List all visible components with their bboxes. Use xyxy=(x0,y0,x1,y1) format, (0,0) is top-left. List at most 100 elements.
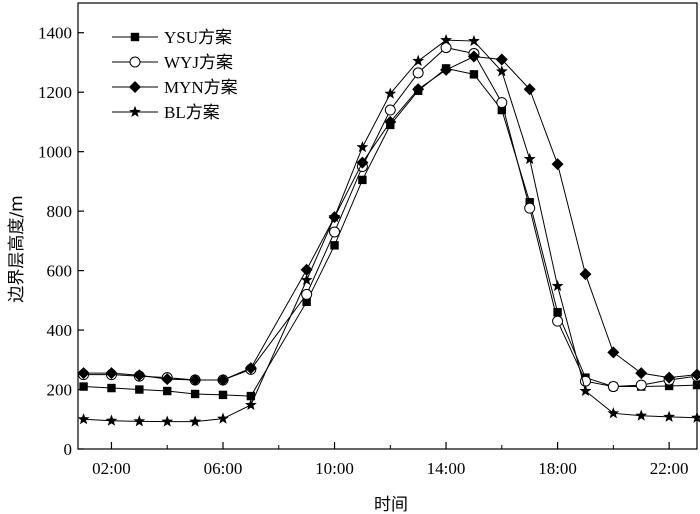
data-point-circle xyxy=(384,104,396,116)
data-point-diamond xyxy=(607,346,620,359)
data-point-circle xyxy=(496,97,508,109)
data-point-star xyxy=(551,279,564,292)
data-point-square xyxy=(246,391,256,401)
series-line xyxy=(83,56,698,381)
data-point-square xyxy=(135,385,144,394)
data-point-star xyxy=(691,411,700,423)
data-point-square xyxy=(163,386,172,396)
data-point-star xyxy=(300,273,313,286)
data-point-star xyxy=(77,413,90,425)
data-point-square xyxy=(692,380,700,390)
data-point-diamond xyxy=(244,362,257,375)
series-line xyxy=(83,47,698,388)
data-point-star xyxy=(384,87,397,99)
data-point-circle xyxy=(329,226,341,238)
data-point-star xyxy=(663,410,676,422)
data-point-diamond xyxy=(356,156,369,169)
data-point-star xyxy=(217,412,229,424)
data-point-circle xyxy=(607,381,619,393)
data-point-circle xyxy=(301,288,313,300)
y-tick-label: 600 xyxy=(47,262,73,281)
data-point-circle xyxy=(412,67,424,79)
plot-area-border xyxy=(77,2,698,450)
x-tick-label: 22:00 xyxy=(650,459,689,478)
data-point-square xyxy=(358,175,367,185)
y-tick-label: 0 xyxy=(64,440,73,459)
data-point-star xyxy=(244,398,257,411)
legend-label: WYJ方案 xyxy=(164,53,233,72)
data-point-square xyxy=(469,70,479,79)
data-point-square xyxy=(79,382,88,391)
x-tick-label: 02:00 xyxy=(92,459,131,478)
y-tick-label: 1200 xyxy=(38,83,72,102)
legend: YSU方案 WYJ方案 MYN方案 BL方案 xyxy=(112,28,238,122)
data-point-circle xyxy=(552,315,564,327)
data-point-diamond xyxy=(133,369,146,382)
data-point-diamond xyxy=(77,367,90,380)
plot-frame xyxy=(77,2,698,450)
data-point-square xyxy=(302,297,311,307)
data-point-square xyxy=(525,198,534,207)
y-tick-label: 1000 xyxy=(38,143,72,162)
data-point-diamond xyxy=(161,373,174,386)
data-point-star xyxy=(356,141,369,153)
data-point-diamond xyxy=(495,53,508,66)
data-point-square xyxy=(553,308,562,317)
data-point-square xyxy=(664,381,674,391)
data-point-diamond xyxy=(523,83,536,96)
data-point-square xyxy=(497,105,507,115)
series-group xyxy=(77,33,700,427)
data-point-star xyxy=(161,415,174,427)
data-point-diamond xyxy=(663,371,676,384)
data-point-star xyxy=(440,33,452,46)
data-point-diamond xyxy=(384,115,397,128)
legend-label: BL方案 xyxy=(164,103,220,122)
data-point-diamond xyxy=(412,83,425,96)
data-point-star xyxy=(579,384,592,397)
x-tick-label: 18:00 xyxy=(538,459,577,478)
legend-marker-square xyxy=(130,32,140,42)
legend-label: MYN方案 xyxy=(164,78,238,97)
axis-ticks: 0 200 400 600 800 1000 1200 1400 02:00 06:00 10:00… xyxy=(38,24,688,478)
data-point-square xyxy=(107,383,116,393)
data-point-diamond xyxy=(691,368,700,381)
series-line xyxy=(83,67,698,397)
legend-marker-circle xyxy=(129,56,141,68)
data-point-square xyxy=(190,389,200,399)
data-point-square xyxy=(218,390,228,400)
series-4 xyxy=(77,33,700,427)
x-axis-title: 时间 xyxy=(374,495,408,514)
data-point-diamond xyxy=(467,50,480,63)
data-point-star xyxy=(495,65,508,77)
data-point-diamond xyxy=(551,158,564,171)
data-point-star xyxy=(133,415,146,427)
data-point-star xyxy=(635,409,648,421)
data-point-circle xyxy=(635,379,647,391)
y-tick-label: 1400 xyxy=(38,24,72,43)
series-line xyxy=(83,39,698,423)
data-point-diamond xyxy=(216,374,229,387)
data-point-star xyxy=(607,407,620,419)
data-point-diamond xyxy=(189,374,202,387)
x-tick-label: 14:00 xyxy=(427,459,466,478)
data-point-star xyxy=(328,210,341,223)
legend-item: YSU方案 xyxy=(112,28,232,47)
data-point-diamond xyxy=(579,268,592,281)
legend-item: WYJ方案 xyxy=(112,53,233,72)
data-point-diamond xyxy=(440,63,453,76)
x-tick-label: 06:00 xyxy=(204,459,243,478)
data-point-star xyxy=(189,415,201,427)
data-point-circle xyxy=(440,42,452,54)
y-axis-title: 边界层高度/m xyxy=(7,195,27,302)
y-tick-label: 400 xyxy=(47,321,73,340)
series-3 xyxy=(77,50,700,387)
data-point-circle xyxy=(524,202,536,214)
data-point-diamond xyxy=(635,367,648,380)
legend-item: MYN方案 xyxy=(112,78,238,97)
legend-label: YSU方案 xyxy=(164,28,232,47)
x-tick-label: 10:00 xyxy=(315,459,354,478)
data-point-star xyxy=(523,152,536,165)
data-point-star xyxy=(412,54,425,66)
